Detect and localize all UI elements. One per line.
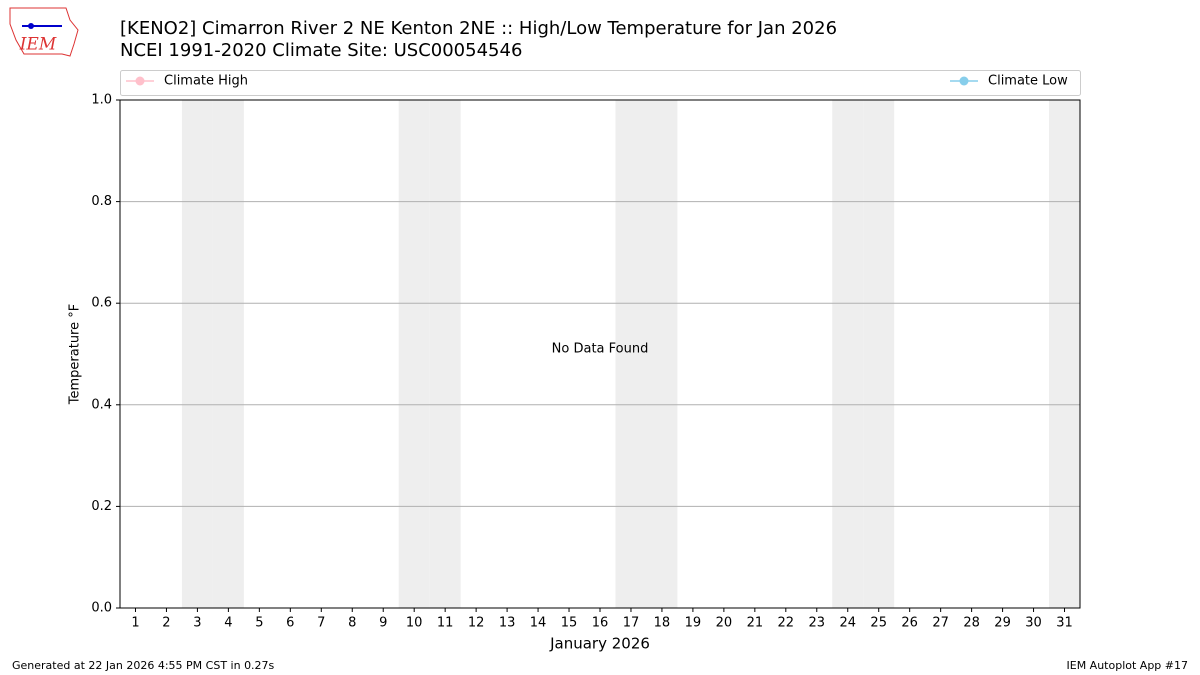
footer-right: IEM Autoplot App #17 (1067, 659, 1189, 672)
y-tick-label: 0.8 (91, 194, 112, 209)
x-tick-label: 11 (437, 616, 454, 631)
weekend-shade (863, 100, 895, 608)
weekend-shade (832, 100, 864, 608)
x-tick-label: 28 (963, 616, 980, 631)
legend-label: Climate High (164, 74, 248, 89)
legend-label: Climate Low (988, 74, 1068, 89)
y-tick-label: 0.2 (91, 499, 112, 514)
weekend-shade (1049, 100, 1080, 608)
x-tick-label: 29 (994, 616, 1011, 631)
legend-marker (135, 76, 145, 86)
x-tick-label: 14 (530, 616, 547, 631)
x-tick-label: 31 (1056, 616, 1073, 631)
y-tick-label: 1.0 (91, 93, 112, 108)
x-axis-label: January 2026 (549, 635, 650, 653)
x-tick-label: 2 (162, 616, 170, 631)
legend (120, 70, 1081, 96)
x-tick-label: 3 (193, 616, 201, 631)
x-tick-label: 30 (1025, 616, 1042, 631)
annotation: No Data Found (552, 342, 649, 357)
x-tick-label: 8 (348, 616, 356, 631)
weekend-shade (429, 100, 461, 608)
y-tick-label: 0.0 (91, 601, 112, 616)
x-tick-label: 7 (317, 616, 325, 631)
weekend-shade (615, 100, 647, 608)
x-tick-label: 27 (932, 616, 949, 631)
weekend-shade (212, 100, 244, 608)
legend-marker (959, 76, 969, 86)
x-tick-label: 18 (654, 616, 671, 631)
axes-frame (119, 99, 1081, 609)
x-tick-label: 9 (379, 616, 387, 631)
logo-icon (28, 23, 34, 29)
x-tick-label: 15 (561, 616, 578, 631)
x-tick-label: 25 (870, 616, 887, 631)
x-tick-label: 1 (131, 616, 139, 631)
x-tick-label: 22 (778, 616, 795, 631)
logo-text: IEM (19, 35, 57, 55)
y-tick-label: 0.4 (91, 397, 112, 412)
x-tick-label: 17 (623, 616, 640, 631)
x-tick-label: 5 (255, 616, 263, 631)
y-tick-label: 0.6 (91, 296, 112, 311)
x-tick-label: 10 (406, 616, 423, 631)
weekend-shade (646, 100, 678, 608)
weekend-shade (398, 100, 430, 608)
x-tick-label: 26 (901, 616, 918, 631)
chart-subtitle: NCEI 1991-2020 Climate Site: USC00054546 (120, 40, 522, 61)
y-axis-label: Temperature °F (68, 304, 83, 405)
footer-left: Generated at 22 Jan 2026 4:55 PM CST in … (12, 659, 275, 672)
x-tick-label: 13 (499, 616, 516, 631)
logo-outline (9, 7, 79, 57)
chart-title: [KENO2] Cimarron River 2 NE Kenton 2NE :… (120, 18, 837, 39)
x-tick-label: 19 (685, 616, 702, 631)
x-tick-label: 6 (286, 616, 294, 631)
x-tick-label: 21 (747, 616, 764, 631)
x-tick-label: 20 (716, 616, 733, 631)
x-tick-label: 23 (809, 616, 826, 631)
weekend-shade (181, 100, 213, 608)
x-tick-label: 12 (468, 616, 485, 631)
plot-area (120, 99, 1080, 609)
logo: IEM (9, 7, 79, 57)
x-tick-label: 4 (224, 616, 232, 631)
x-tick-label: 16 (592, 616, 609, 631)
x-tick-label: 24 (839, 616, 856, 631)
